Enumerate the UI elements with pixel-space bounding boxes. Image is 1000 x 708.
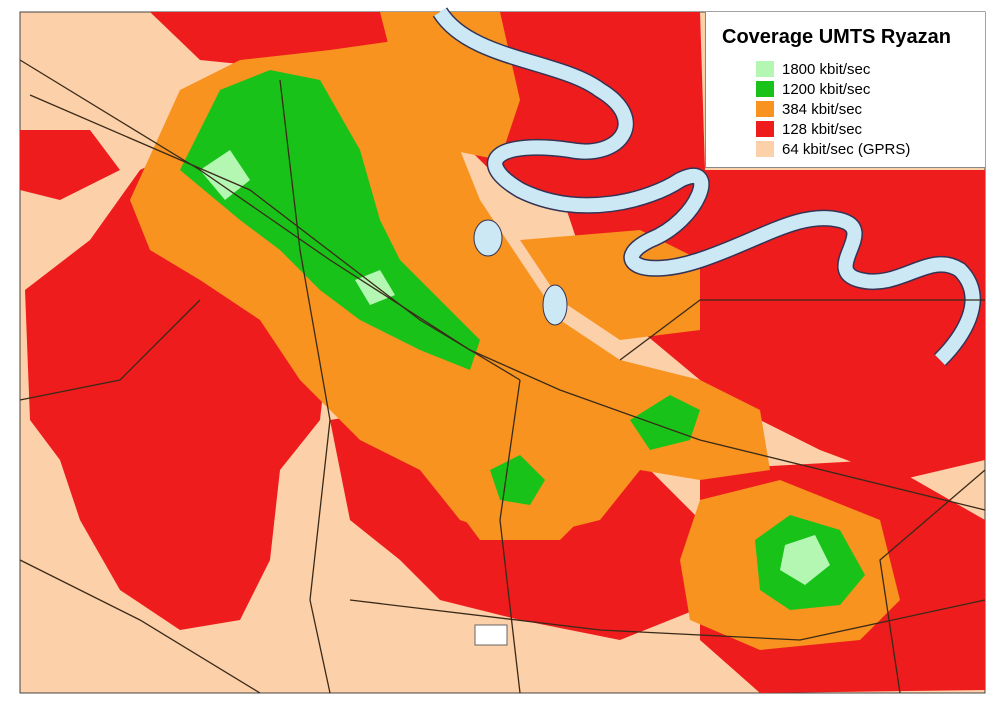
- legend-item: 1800 kbit/sec: [756, 60, 870, 78]
- coverage-area: [630, 395, 700, 450]
- roads: [19, 59, 986, 694]
- lake: [473, 219, 503, 257]
- legend-title: Coverage UMTS Ryazan: [722, 26, 951, 48]
- legend-item: 64 kbit/sec (GPRS): [756, 140, 910, 158]
- legend-swatch: [756, 141, 774, 157]
- lake: [542, 284, 568, 326]
- legend-label: 1800 kbit/sec: [782, 60, 871, 78]
- legend-item: 128 kbit/sec: [756, 120, 862, 138]
- coverage-area: [520, 230, 700, 340]
- legend: Coverage UMTS Ryazan 1800 kbit/sec 1200 k…: [705, 12, 985, 168]
- legend-swatch: [756, 81, 774, 97]
- coverage-area: [780, 535, 830, 585]
- legend-item: 384 kbit/sec: [756, 100, 862, 118]
- legend-item: 1200 kbit/sec: [756, 80, 870, 98]
- legend-label: 64 kbit/sec (GPRS): [782, 140, 911, 158]
- legend-label: 384 kbit/sec: [782, 100, 863, 118]
- legend-label: 1200 kbit/sec: [782, 80, 871, 98]
- legend-swatch: [756, 61, 774, 77]
- river: [434, 7, 980, 365]
- coverage-area: [180, 70, 480, 370]
- coverage-area: [20, 130, 120, 200]
- legend-swatch: [756, 121, 774, 137]
- legend-label: 128 kbit/sec: [782, 120, 863, 138]
- coverage-area: [200, 150, 250, 200]
- map-feature: [474, 624, 508, 646]
- legend-swatch: [756, 101, 774, 117]
